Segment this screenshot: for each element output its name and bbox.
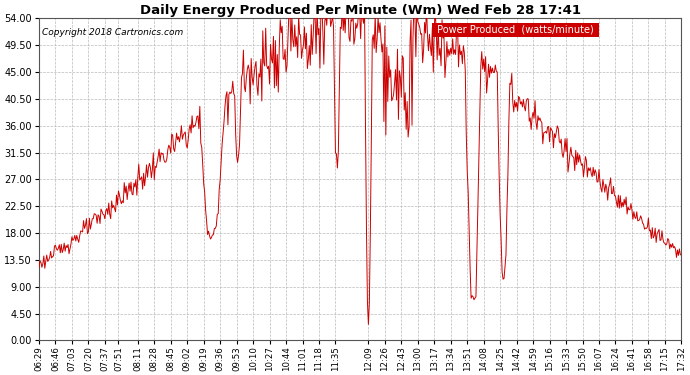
Text: Copyright 2018 Cartronics.com: Copyright 2018 Cartronics.com	[42, 28, 184, 37]
Title: Daily Energy Produced Per Minute (Wm) Wed Feb 28 17:41: Daily Energy Produced Per Minute (Wm) We…	[139, 4, 581, 17]
Text: Power Produced  (watts/minute): Power Produced (watts/minute)	[434, 25, 597, 35]
